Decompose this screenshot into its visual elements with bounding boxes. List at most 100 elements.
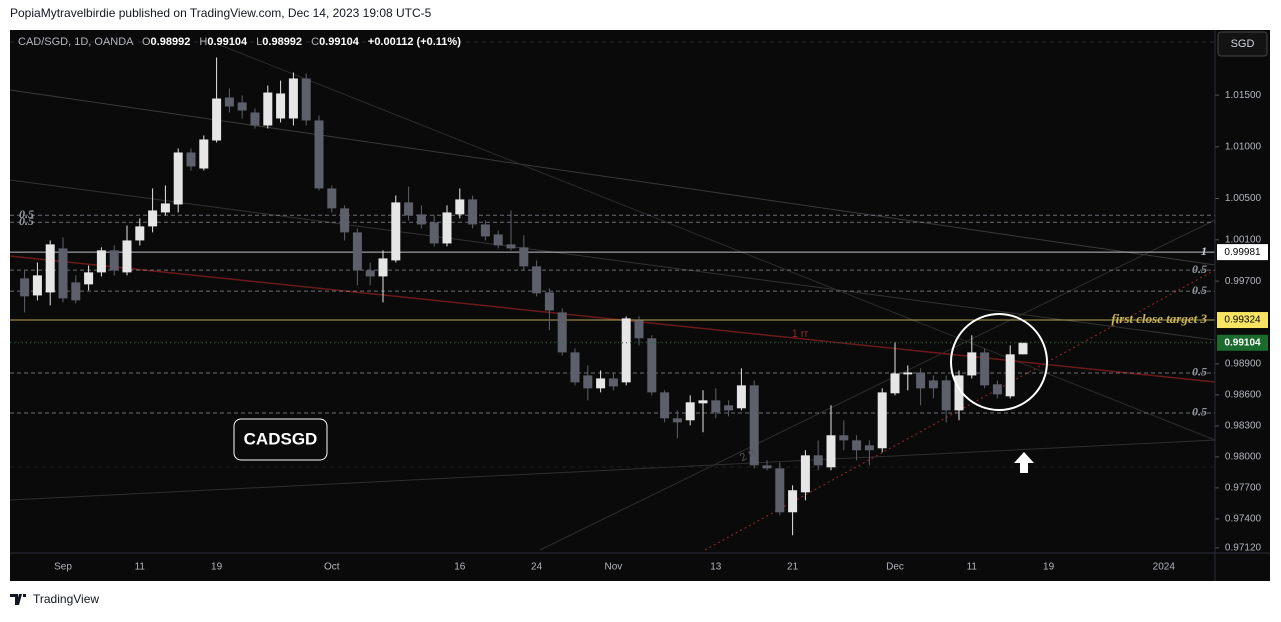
candle-body [519,247,529,267]
candle-body [45,244,55,293]
rr-annotation: 1 rr [792,328,809,340]
candle-body [941,380,951,411]
candle-body [263,92,273,126]
candle-body [928,380,938,389]
legend-value: 0.99104 [319,36,360,48]
price-tag [1217,244,1268,261]
candle-body [352,232,362,271]
candle-body [391,202,401,261]
candle-body [749,385,759,466]
candle-body [980,352,990,386]
candle-body [826,435,836,468]
x-tick-label: 11 [135,562,146,573]
candle-body [506,244,516,249]
legend-change: +0.00112 (+0.11%) [368,36,461,48]
candle-body [442,212,452,244]
candle-body [135,226,145,241]
candle-body [903,372,913,375]
footer-logo [10,594,26,605]
candle-body [276,93,286,119]
legend-value: 0.98992 [151,36,191,48]
candle-body [596,378,606,389]
currency-label[interactable]: SGD [1231,38,1255,50]
arrow-up [1014,452,1034,473]
candle-body [429,222,439,244]
x-tick-label: 11 [967,562,978,573]
candle-body [250,112,260,126]
candle-body [455,199,465,215]
candle-body [736,385,746,409]
candle-body [608,378,618,387]
legend-key: H [199,36,207,48]
candle-body [301,78,311,121]
trend-line [219,44,1216,441]
candle-body [468,199,478,225]
y-tick-label: 0.98300 [1225,421,1262,432]
candle-body [84,272,94,285]
candle-body [711,400,721,413]
candle-body [71,282,81,301]
footer-brand: TradingView [33,592,99,606]
candle-body [800,455,810,493]
chart-panel [10,30,1270,581]
candle-body [340,208,350,233]
last-price-label: 0.99104 [1224,337,1261,348]
legend-key: L [256,36,262,48]
trend-line [9,439,1216,501]
level-label: first close target 3 [1111,311,1207,326]
candle-body [199,139,209,169]
candle-body [122,240,132,273]
candle-body [212,98,222,141]
candle-body [839,435,849,441]
y-tick-label: 1.00100 [1225,234,1262,245]
price-tag [1217,312,1268,329]
price-tag-label: 0.99981 [1224,247,1261,258]
y-tick-label: 0.98600 [1225,390,1262,401]
legend-key: O [142,36,151,48]
candle-body [224,97,234,107]
candle-body [992,384,1002,395]
candle-body [877,392,887,449]
candle-body [1005,354,1015,397]
candle-body [864,445,874,451]
candle-body [314,120,324,189]
x-tick-label: 21 [787,562,799,573]
candle-body [557,312,567,353]
legend: CAD/SGD, 1D, OANDA O0.98992 H0.99104 L0.… [18,36,461,48]
y-tick-label: 0.99700 [1225,276,1262,287]
legend-value: 0.99104 [207,36,248,48]
legend-symbol: CAD/SGD, 1D, OANDA [18,36,134,48]
symbol-annotation: CADSGD [244,429,318,448]
level-label: 0.5 [19,214,34,228]
candle-body [480,224,490,237]
candle-body [621,318,631,383]
candle-body [160,203,170,213]
level-label: 0.5 [1192,405,1207,419]
candle-body [20,278,30,297]
candle-body [544,292,554,311]
level-label: 0.5 [1192,283,1207,297]
trend-line [9,89,1216,266]
candle-body [237,102,247,111]
y-tick-label: 0.97120 [1225,542,1262,553]
candle-body [890,373,900,394]
y-tick-label: 1.01500 [1225,90,1262,101]
candle-body [493,234,503,246]
candle-body [788,490,798,513]
candle-body [1018,342,1028,355]
legend-key: C [311,36,319,48]
candle-body [173,152,183,205]
candle-body [148,210,158,227]
currency-button[interactable] [1217,31,1268,57]
y-tick-label: 1.00500 [1225,193,1262,204]
x-tick-label: 2024 [1153,562,1176,573]
candle-body [647,338,657,393]
candle-body [634,320,644,339]
candle-body [775,468,785,513]
x-tick-label: Sep [54,562,72,573]
x-tick-label: Dec [886,562,904,573]
candle-body [724,405,734,411]
candle-body [365,270,375,277]
